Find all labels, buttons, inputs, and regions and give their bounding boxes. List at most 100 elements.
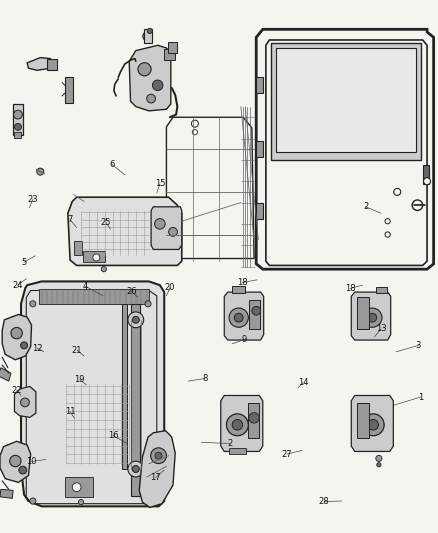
- Circle shape: [128, 312, 144, 328]
- Text: 28: 28: [319, 497, 329, 506]
- Circle shape: [252, 306, 261, 315]
- Polygon shape: [2, 314, 32, 360]
- Circle shape: [362, 414, 384, 436]
- Bar: [249, 300, 260, 329]
- Bar: [357, 403, 369, 438]
- Circle shape: [377, 463, 381, 467]
- Text: 27: 27: [282, 450, 292, 458]
- Bar: [122, 304, 127, 469]
- Text: 19: 19: [74, 375, 85, 384]
- Polygon shape: [14, 386, 36, 417]
- Text: 23: 23: [28, 195, 38, 204]
- Text: 20: 20: [165, 284, 175, 292]
- Circle shape: [93, 254, 100, 261]
- Text: 16: 16: [108, 431, 118, 440]
- Circle shape: [152, 80, 163, 91]
- Circle shape: [394, 188, 401, 196]
- Circle shape: [145, 498, 151, 504]
- Bar: [14, 132, 21, 138]
- Circle shape: [191, 120, 198, 127]
- Bar: [164, 49, 175, 60]
- Polygon shape: [0, 489, 13, 498]
- Circle shape: [385, 232, 390, 237]
- Circle shape: [21, 398, 29, 407]
- Text: 22: 22: [11, 386, 22, 394]
- Bar: [232, 286, 245, 293]
- Text: 4: 4: [83, 282, 88, 290]
- Bar: [83, 251, 105, 262]
- Polygon shape: [129, 45, 171, 111]
- Text: 7: 7: [67, 215, 73, 224]
- Circle shape: [11, 327, 22, 339]
- Circle shape: [78, 499, 84, 505]
- Text: 24: 24: [12, 281, 23, 289]
- Circle shape: [132, 465, 139, 473]
- Text: 2: 2: [227, 439, 233, 448]
- Circle shape: [385, 219, 390, 224]
- Polygon shape: [139, 431, 175, 507]
- Circle shape: [72, 483, 81, 491]
- Circle shape: [424, 177, 431, 185]
- Text: 21: 21: [72, 346, 82, 354]
- Bar: [357, 297, 369, 329]
- Circle shape: [10, 455, 21, 467]
- Polygon shape: [351, 292, 391, 340]
- Circle shape: [138, 63, 151, 76]
- Circle shape: [155, 219, 165, 229]
- Bar: [74, 241, 82, 255]
- Bar: [47, 59, 57, 70]
- Circle shape: [30, 301, 36, 307]
- Text: 18: 18: [237, 278, 247, 287]
- Circle shape: [14, 123, 21, 131]
- Bar: [229, 448, 246, 454]
- Polygon shape: [0, 441, 31, 482]
- Bar: [131, 304, 140, 496]
- Polygon shape: [224, 292, 264, 340]
- Circle shape: [155, 452, 162, 459]
- Circle shape: [169, 228, 177, 236]
- Bar: [13, 104, 23, 135]
- Polygon shape: [351, 395, 393, 451]
- Polygon shape: [276, 48, 416, 152]
- Text: 5: 5: [21, 258, 27, 266]
- Text: 18: 18: [345, 284, 356, 293]
- Bar: [256, 203, 263, 219]
- Bar: [65, 477, 93, 497]
- Text: 3: 3: [416, 341, 421, 350]
- Polygon shape: [266, 40, 427, 265]
- Circle shape: [37, 168, 44, 175]
- Circle shape: [376, 455, 382, 462]
- Text: 9: 9: [242, 335, 247, 344]
- Circle shape: [249, 413, 259, 423]
- Bar: [65, 77, 73, 103]
- Text: 13: 13: [376, 325, 386, 333]
- Circle shape: [145, 301, 151, 307]
- Text: 6: 6: [109, 160, 114, 168]
- Bar: [376, 287, 387, 293]
- Bar: [423, 165, 429, 184]
- Text: 25: 25: [101, 218, 111, 227]
- Circle shape: [151, 448, 166, 464]
- Bar: [256, 77, 263, 93]
- Text: 11: 11: [65, 407, 75, 416]
- Circle shape: [101, 266, 106, 272]
- Circle shape: [234, 313, 243, 322]
- Circle shape: [368, 419, 378, 430]
- Circle shape: [232, 419, 243, 430]
- Circle shape: [368, 313, 377, 322]
- Polygon shape: [166, 117, 254, 259]
- Bar: [256, 141, 263, 157]
- Polygon shape: [256, 29, 434, 269]
- Circle shape: [128, 461, 144, 477]
- Text: 2: 2: [363, 203, 368, 211]
- Text: 8: 8: [202, 374, 208, 383]
- Text: 12: 12: [32, 344, 42, 352]
- Circle shape: [143, 32, 152, 41]
- Polygon shape: [271, 43, 421, 160]
- Circle shape: [226, 414, 248, 436]
- Polygon shape: [151, 207, 182, 249]
- Polygon shape: [0, 368, 11, 381]
- Polygon shape: [39, 289, 149, 304]
- Polygon shape: [68, 197, 182, 265]
- Circle shape: [132, 316, 139, 324]
